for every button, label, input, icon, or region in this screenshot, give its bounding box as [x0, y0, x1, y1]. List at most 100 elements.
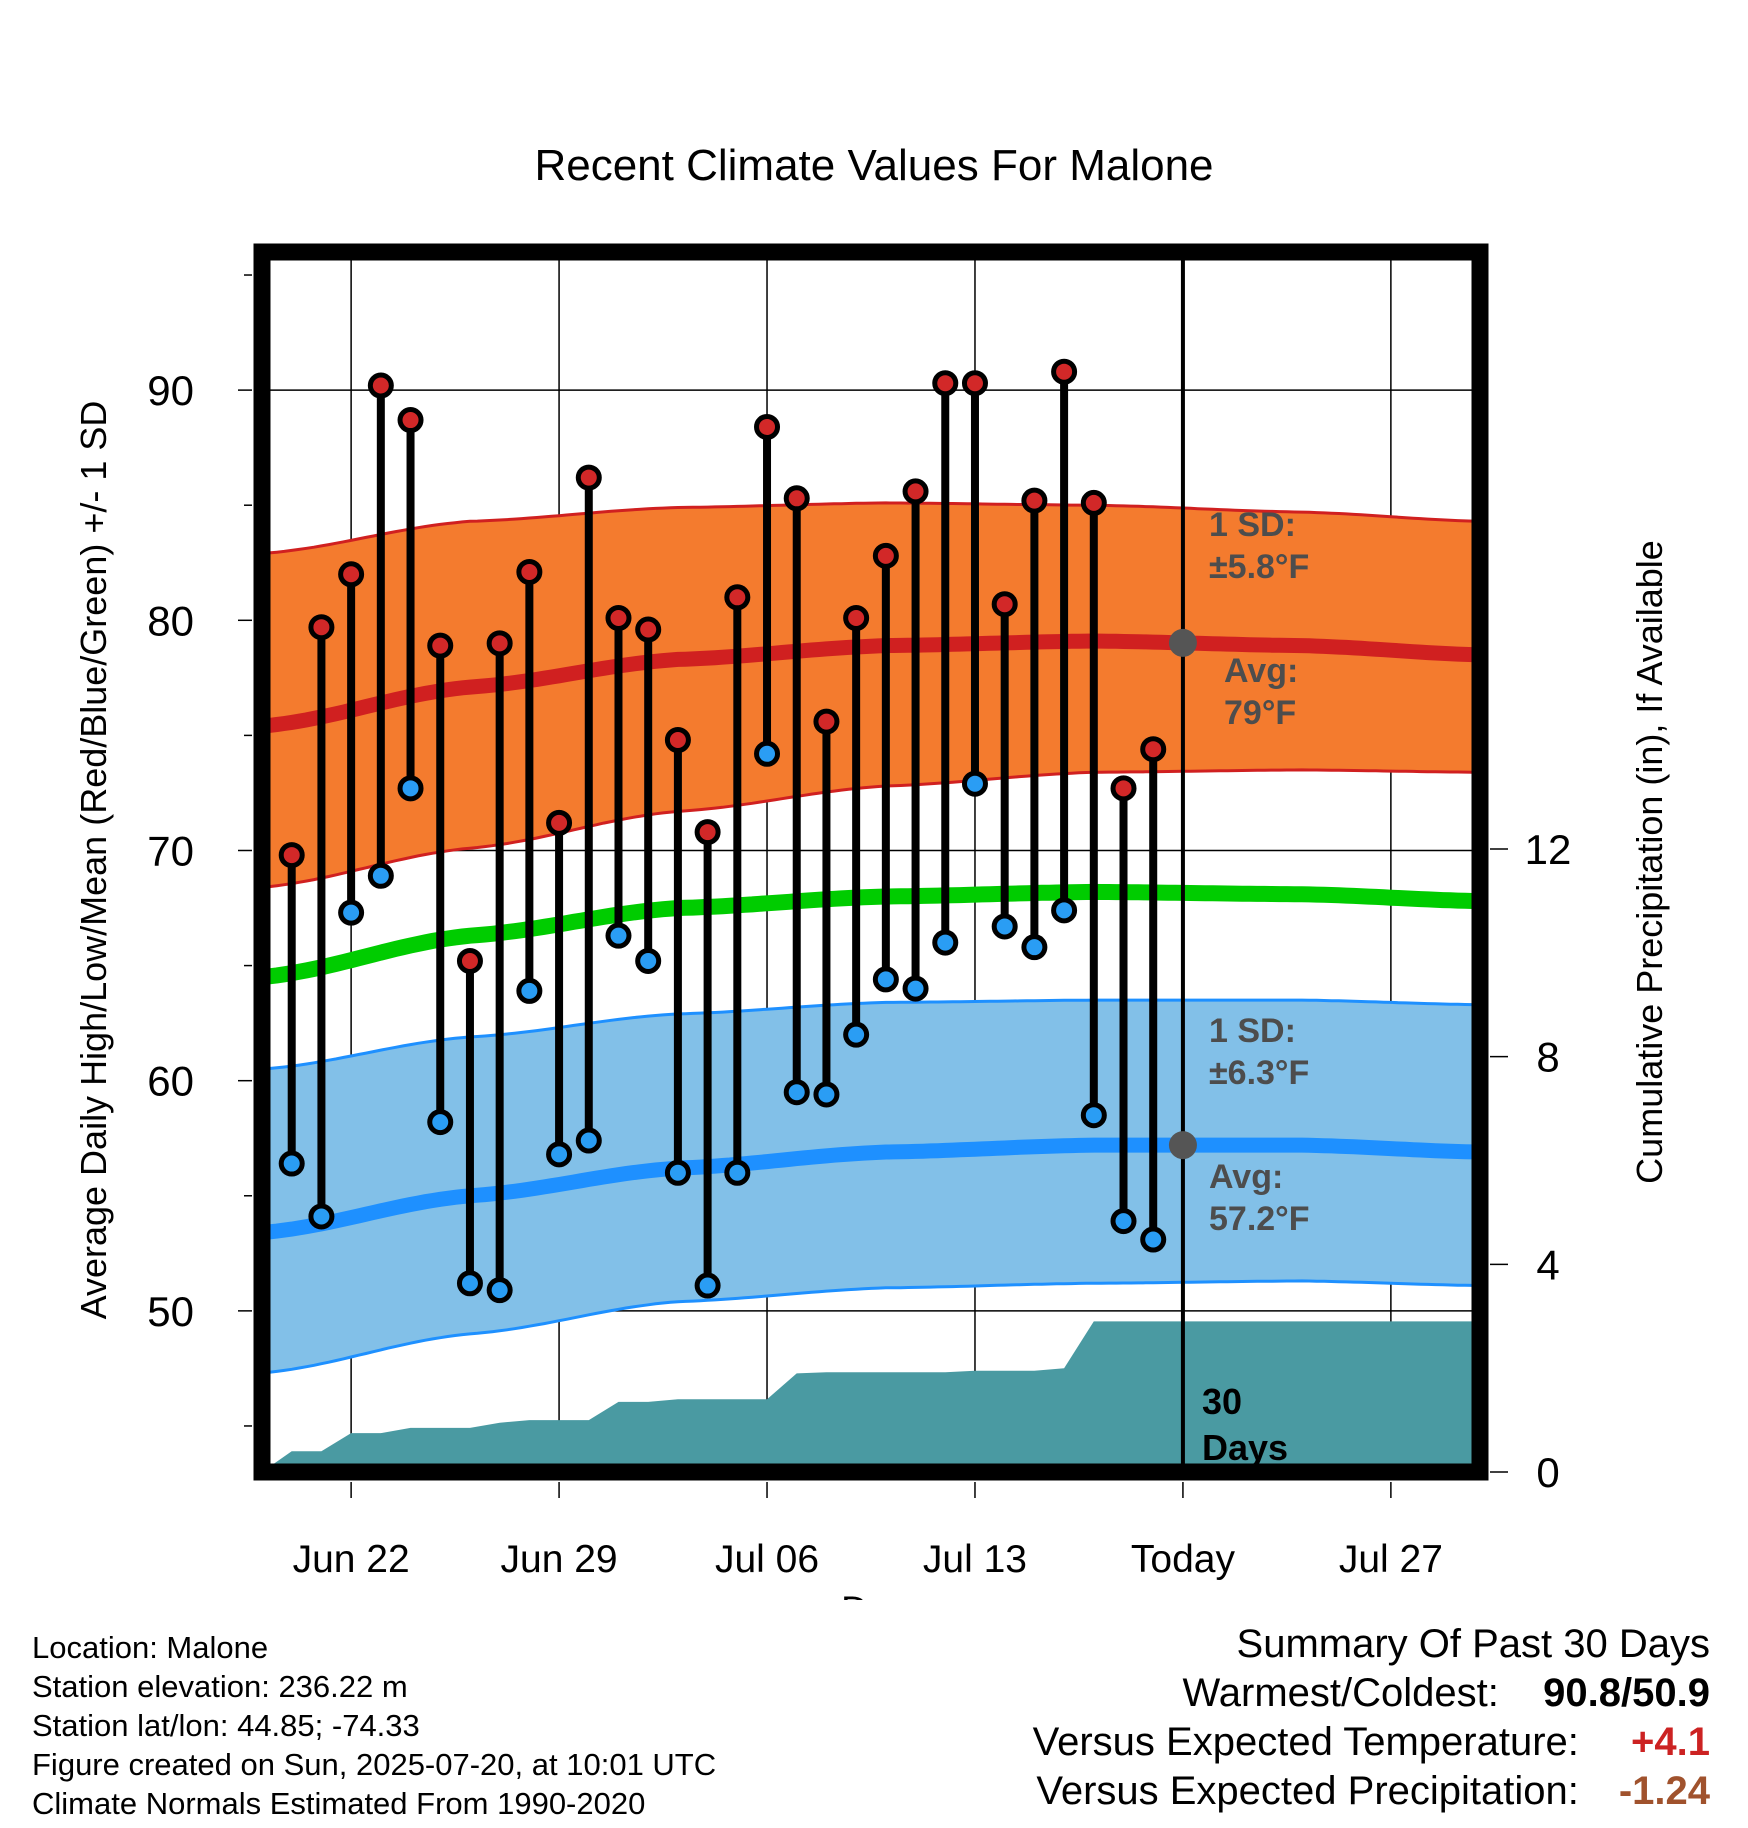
observed-low-point: [724, 1159, 751, 1186]
precip-label: Versus Expected Precipitation:: [1036, 1769, 1579, 1813]
observed-low-point: [486, 1277, 513, 1304]
observed-low-point: [932, 929, 959, 956]
warmest-label: Warmest/Coldest:: [1182, 1671, 1499, 1715]
observed-low-point: [1080, 1102, 1107, 1129]
observed-high-point: [1080, 489, 1107, 516]
observed-high-point: [1140, 736, 1167, 763]
y2-tick-label: 0: [1536, 1449, 1559, 1496]
observed-low-point: [1110, 1208, 1137, 1235]
observed-low-point: [308, 1203, 335, 1230]
x-axis-label: Day: [841, 1589, 907, 1600]
y2-axis-label: Cumulative Precipitation (in), If Availa…: [1629, 540, 1670, 1184]
observed-low-point: [635, 947, 662, 974]
plot-border: [253, 243, 1489, 1481]
observed-high-point: [932, 370, 959, 397]
observed-high-point: [1021, 487, 1048, 514]
latlon-text: Station lat/lon: 44.85; -74.33: [32, 1708, 420, 1743]
observed-low-point: [605, 922, 632, 949]
summary-title: Summary Of Past 30 Days: [1236, 1622, 1710, 1666]
observed-high-point: [902, 478, 929, 505]
observed-low-point: [575, 1127, 602, 1154]
low-avg-label: Avg:: [1209, 1158, 1283, 1196]
low-sd-lower-line: [262, 1279, 1480, 1375]
low-avg-line: [262, 1137, 1480, 1241]
y2-tick-label: 12: [1525, 826, 1572, 873]
x-tick-label: Jul 27: [1339, 1538, 1443, 1581]
y2-tick-label: 4: [1536, 1241, 1559, 1288]
observed-high-point: [694, 819, 721, 846]
observed-low-point: [843, 1021, 870, 1048]
observed-high-point: [397, 407, 424, 434]
observed-low-point: [902, 975, 929, 1002]
climate-chart: Recent Climate Values For Malone Average…: [73, 141, 1670, 1600]
observed-high-point: [308, 614, 335, 641]
observed-low-point: [456, 1270, 483, 1297]
observed-high-point: [338, 561, 365, 588]
high-sd-band: [262, 502, 1480, 888]
low-sd-band: [262, 1000, 1480, 1373]
precip-value: -1.24: [1618, 1769, 1710, 1813]
observed-low-point: [991, 913, 1018, 940]
high-sd-upper-line: [262, 501, 1480, 555]
y-tick-label: 90: [147, 367, 194, 414]
plot-frame: [253, 243, 1489, 1481]
observed-high-point: [872, 542, 899, 569]
observed-low-point: [1140, 1226, 1167, 1253]
observed-low-point: [694, 1272, 721, 1299]
normals-bands: [262, 501, 1480, 1375]
observed-high-point: [605, 605, 632, 631]
observed-low-point: [338, 899, 365, 926]
observed-high-point: [754, 413, 781, 440]
location-text: Location: Malone: [32, 1630, 269, 1665]
axis-ticks: 50 60 70 80 90 0 4 8 12 Jun 22 Jun 29 Jul 06 Jul 13 T…: [147, 274, 1572, 1581]
annotations: 1 SD: ±5.8°F Avg: 79°F 1 SD: ±6.3°F Avg: 57.2°F…: [1168, 506, 1310, 1468]
observed-high-point: [991, 591, 1018, 618]
x-tick-label: Jul 13: [923, 1538, 1027, 1581]
summary-panel: Summary Of Past 30 Days Warmest/Coldest:…: [1033, 1620, 1710, 1816]
observed-high-point: [961, 370, 988, 397]
warmest-value: 90.8/50.9: [1543, 1671, 1710, 1715]
observed-high-point: [635, 616, 662, 643]
low-sd-upper-line: [262, 998, 1480, 1071]
y-tick-label: 70: [147, 827, 194, 874]
observed-low-point: [813, 1081, 840, 1108]
observed-low-point: [278, 1150, 305, 1177]
observed-low-point: [397, 775, 424, 802]
y-axis-label: Average Daily High/Low/Mean (Red/Blue/Gr…: [73, 401, 114, 1320]
high-sd-value: ±5.8°F: [1209, 548, 1309, 586]
today-low-avg-marker: [1168, 1131, 1197, 1160]
y-tick-label: 60: [147, 1058, 194, 1105]
created-text: Figure created on Sun, 2025-07-20, at 10…: [32, 1747, 717, 1782]
temp-row: Versus Expected Temperature: +4.1: [1033, 1718, 1710, 1767]
high-avg-value: 79°F: [1224, 694, 1296, 732]
observed-high-point: [427, 632, 454, 659]
low-avg-value: 57.2°F: [1209, 1200, 1310, 1238]
warmest-row: Warmest/Coldest: 90.8/50.9: [1033, 1669, 1711, 1718]
observed-high-point: [724, 584, 751, 611]
observed-high-point: [486, 630, 513, 657]
y-tick-label: 80: [147, 597, 194, 644]
x-tick-label: Today: [1131, 1538, 1236, 1581]
y2-tick-label: 8: [1536, 1034, 1559, 1081]
observed-high-point: [516, 558, 543, 585]
observed-high-point: [843, 605, 870, 631]
high-avg-label: Avg:: [1224, 652, 1298, 690]
observed-high-point: [1051, 358, 1078, 385]
chart-title: Recent Climate Values For Malone: [534, 141, 1213, 190]
low-sd-value: ±6.3°F: [1209, 1054, 1309, 1092]
observed-low-point: [1051, 897, 1078, 924]
normals-text: Climate Normals Estimated From 1990-2020: [32, 1786, 646, 1821]
observed-high-point: [783, 485, 810, 512]
precip-row: Versus Expected Precipitation: -1.24: [1033, 1767, 1710, 1816]
observed-low-point: [754, 740, 781, 767]
observed-low-point: [872, 966, 899, 993]
y-tick-label: 50: [147, 1288, 194, 1335]
observed-high-point: [813, 708, 840, 735]
observed-low-point: [961, 770, 988, 797]
low-sd-label: 1 SD:: [1209, 1012, 1296, 1050]
temp-value: +4.1: [1631, 1720, 1710, 1764]
mean-avg-line: [262, 883, 1480, 986]
observed-low-point: [367, 862, 394, 889]
precipitation-area: [262, 1321, 1480, 1472]
observed-high-point: [278, 842, 305, 869]
